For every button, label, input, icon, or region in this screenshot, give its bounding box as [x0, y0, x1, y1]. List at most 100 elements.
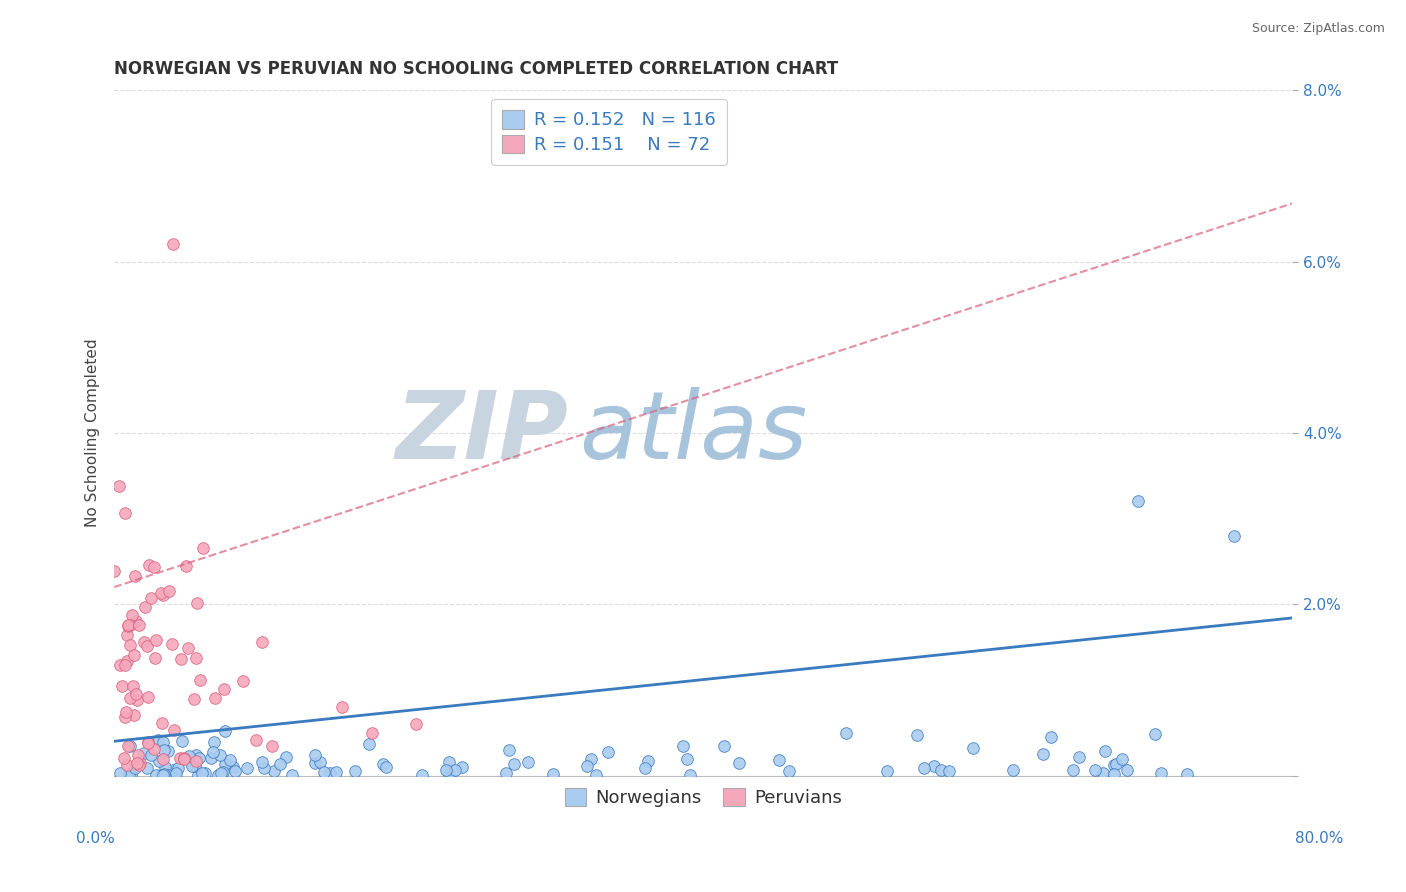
Point [437, 766, 460, 780]
Point [173, 751, 195, 765]
Point [443, 763, 465, 777]
Point [150, 716, 173, 731]
Point [1150, 766, 1173, 780]
Point [208, 747, 231, 762]
Point [224, 764, 246, 778]
Point [1115, 763, 1137, 777]
Text: NORWEGIAN VS PERUVIAN NO SCHOOLING COMPLETED CORRELATION CHART: NORWEGIAN VS PERUVIAN NO SCHOOLING COMPL… [114, 60, 838, 78]
Point [1062, 763, 1084, 777]
Point [145, 632, 167, 647]
Point [188, 673, 211, 687]
Point [152, 768, 174, 782]
Point [405, 717, 427, 731]
Point [135, 761, 157, 775]
Point [498, 743, 520, 757]
Point [778, 764, 800, 779]
Point [260, 739, 283, 754]
Point [152, 589, 174, 603]
Point [108, 479, 131, 493]
Point [183, 692, 205, 706]
Point [108, 765, 131, 780]
Point [122, 679, 145, 693]
Point [165, 766, 187, 780]
Point [202, 735, 225, 749]
Point [912, 760, 935, 774]
Point [134, 634, 156, 648]
Point [139, 591, 162, 605]
Point [142, 560, 165, 574]
Point [114, 750, 136, 764]
Point [157, 583, 180, 598]
Point [361, 725, 384, 739]
Point [201, 745, 224, 759]
Point [194, 766, 217, 780]
Point [962, 740, 984, 755]
Point [129, 756, 152, 771]
Point [314, 765, 336, 780]
Point [214, 723, 236, 738]
Point [1102, 758, 1125, 772]
Point [169, 751, 191, 765]
Point [145, 768, 167, 782]
Point [325, 764, 347, 779]
Text: ZIP: ZIP [395, 387, 568, 479]
Point [359, 737, 381, 751]
Point [1143, 727, 1166, 741]
Point [768, 753, 790, 767]
Point [125, 687, 148, 701]
Point [110, 657, 132, 672]
Point [1091, 765, 1114, 780]
Point [117, 618, 139, 632]
Point [177, 640, 200, 655]
Point [222, 760, 245, 774]
Point [127, 748, 149, 763]
Point [1105, 756, 1128, 771]
Point [124, 569, 146, 583]
Point [115, 758, 138, 772]
Point [136, 736, 159, 750]
Point [170, 734, 193, 748]
Point [117, 619, 139, 633]
Point [637, 754, 659, 768]
Point [634, 761, 657, 775]
Point [117, 628, 139, 642]
Point [332, 700, 354, 714]
Point [115, 654, 138, 668]
Point [184, 758, 207, 772]
Point [374, 759, 396, 773]
Point [835, 726, 858, 740]
Point [114, 507, 136, 521]
Point [250, 756, 273, 770]
Point [269, 756, 291, 771]
Point [1102, 766, 1125, 780]
Point [125, 614, 148, 628]
Point [924, 758, 946, 772]
Point [114, 658, 136, 673]
Point [713, 739, 735, 753]
Point [905, 728, 928, 742]
Point [177, 749, 200, 764]
Point [127, 693, 149, 707]
Point [218, 753, 240, 767]
Point [236, 761, 259, 775]
Legend: Norwegians, Peruvians: Norwegians, Peruvians [558, 780, 849, 814]
Point [929, 764, 952, 778]
Point [160, 637, 183, 651]
Point [170, 652, 193, 666]
Point [138, 690, 160, 704]
Point [184, 754, 207, 768]
Point [253, 761, 276, 775]
Point [120, 617, 142, 632]
Point [153, 743, 176, 757]
Point [585, 768, 607, 782]
Point [575, 758, 598, 772]
Point [166, 761, 188, 775]
Point [1040, 730, 1063, 744]
Point [118, 766, 141, 780]
Point [115, 705, 138, 719]
Point [128, 618, 150, 632]
Point [1094, 744, 1116, 758]
Point [148, 754, 170, 768]
Point [598, 745, 620, 759]
Point [132, 747, 155, 761]
